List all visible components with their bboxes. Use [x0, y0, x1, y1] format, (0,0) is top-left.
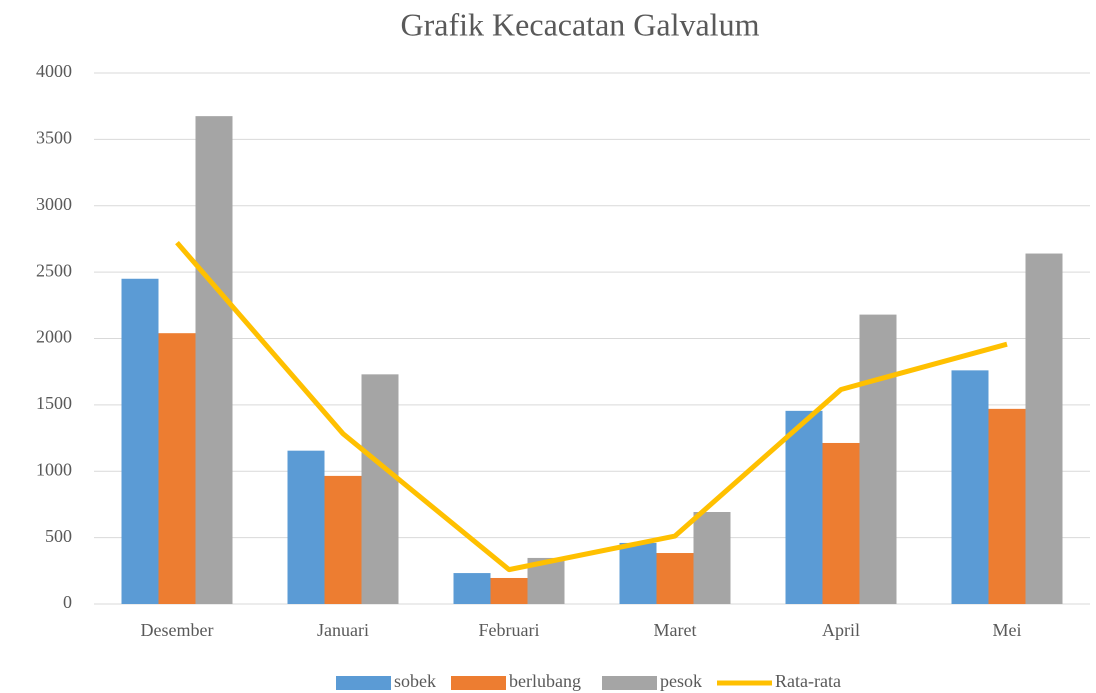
y-tick-label: 1000 — [36, 459, 72, 479]
x-tick-label: Mei — [993, 620, 1022, 640]
legend-swatch — [451, 676, 506, 690]
x-tick-label: Desember — [141, 620, 214, 640]
legend-label: sobek — [394, 671, 436, 691]
bar — [785, 410, 823, 604]
legend-swatch — [336, 676, 391, 690]
x-tick-label: Maret — [654, 620, 697, 640]
bar — [490, 577, 528, 604]
bar — [324, 475, 362, 604]
line — [175, 241, 1008, 573]
bar — [287, 450, 325, 604]
y-tick-label: 1500 — [36, 393, 72, 413]
bar — [121, 278, 159, 604]
x-tick-label: Februari — [479, 620, 540, 640]
y-tick-label: 500 — [45, 526, 72, 546]
bar — [158, 333, 196, 604]
y-tick-label: 2500 — [36, 260, 72, 280]
bar — [453, 573, 491, 604]
y-tick-label: 3500 — [36, 128, 72, 148]
bar — [859, 314, 897, 604]
x-tick-label: Januari — [317, 620, 369, 640]
y-tick-label: 4000 — [36, 61, 72, 81]
legend-label: Rata-rata — [775, 671, 841, 691]
y-tick-label: 0 — [63, 592, 72, 612]
x-tick-label: April — [822, 620, 860, 640]
bar — [951, 370, 989, 604]
legend-swatch — [602, 676, 657, 690]
bar — [656, 553, 694, 604]
y-tick-label: 3000 — [36, 194, 72, 214]
bar — [988, 408, 1026, 604]
bar — [619, 542, 657, 604]
legend-label: berlubang — [509, 671, 581, 691]
legend-label: pesok — [660, 671, 702, 691]
chart-title: Grafik Kecacatan Galvalum — [401, 6, 760, 42]
bar — [361, 374, 399, 604]
bar — [693, 512, 731, 604]
y-tick-label: 2000 — [36, 327, 72, 347]
bar — [822, 442, 860, 604]
bar — [1025, 253, 1063, 605]
bar — [195, 116, 233, 605]
